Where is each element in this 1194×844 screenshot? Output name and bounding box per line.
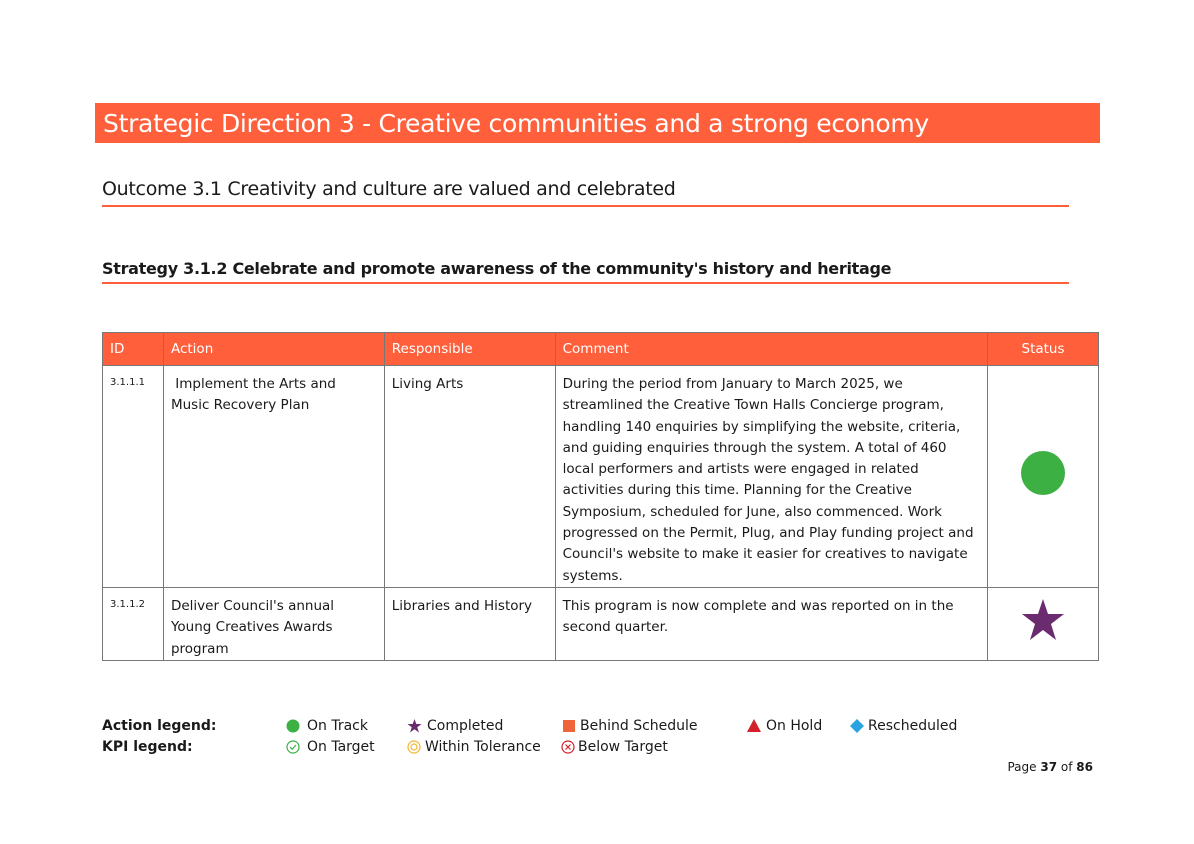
page-current: 37 bbox=[1040, 760, 1058, 774]
cell-responsible: Libraries and History bbox=[383, 586, 556, 661]
legend-item: On Target bbox=[307, 739, 375, 755]
cell-status bbox=[987, 365, 1099, 588]
rule bbox=[102, 282, 1069, 284]
cell-action: Implement the Arts and Music Recovery Pl… bbox=[162, 365, 385, 588]
column-header: Status bbox=[987, 332, 1099, 366]
page-word: Page bbox=[1007, 760, 1037, 774]
icon-behind-schedule bbox=[563, 720, 575, 732]
cell-id: 3.1.1.1 bbox=[102, 365, 164, 588]
legend-item: Below Target bbox=[578, 739, 668, 755]
legend-item: On Hold bbox=[766, 718, 823, 734]
icon-on-target bbox=[286, 740, 300, 754]
page-total: 86 bbox=[1076, 760, 1093, 774]
status-completed bbox=[1022, 599, 1065, 641]
table-row: 3.1.1.1 Implement the Arts and Music Rec… bbox=[102, 365, 1099, 588]
strategy-title: Strategy 3.1.2 Celebrate and promote awa… bbox=[102, 259, 892, 278]
column-header: Responsible bbox=[383, 332, 556, 366]
cell-action: Deliver Council's annual Young Creatives… bbox=[162, 586, 385, 661]
legend-item: On Track bbox=[307, 718, 368, 734]
cell-status bbox=[987, 586, 1099, 661]
icon-completed bbox=[407, 719, 422, 733]
table-row: 3.1.1.2 Deliver Council's annual Young C… bbox=[102, 586, 1099, 661]
actions-table: ID Action Responsible Comment Status 3.1… bbox=[102, 332, 1099, 661]
column-header: Comment bbox=[554, 332, 989, 366]
status-on-track bbox=[1021, 450, 1066, 495]
cell-id: 3.1.1.2 bbox=[102, 586, 164, 661]
rule bbox=[102, 205, 1069, 207]
page-of: of bbox=[1060, 760, 1073, 774]
header-row: ID Action Responsible Comment Status bbox=[102, 332, 1099, 366]
column-header: Action bbox=[162, 332, 385, 366]
icon-below-target bbox=[561, 740, 575, 754]
legend-label: KPI legend: bbox=[102, 739, 193, 755]
icon-rescheduled bbox=[850, 719, 864, 733]
outcome-title: Outcome 3.1 Creativity and culture are v… bbox=[102, 178, 676, 200]
cell-responsible: Living Arts bbox=[383, 365, 556, 588]
icon-on-track bbox=[286, 719, 300, 733]
cell-comment: This program is now complete and was rep… bbox=[554, 586, 989, 661]
legend-item: Behind Schedule bbox=[580, 718, 698, 734]
banner-title: Strategic Direction 3 - Creative communi… bbox=[95, 103, 1100, 143]
column-header: ID bbox=[102, 332, 164, 366]
legend-item: Completed bbox=[427, 718, 504, 734]
legend-item: Within Tolerance bbox=[425, 739, 541, 755]
legend-label: Action legend: bbox=[102, 718, 217, 734]
icon-within-tolerance bbox=[407, 740, 421, 754]
page-number: Page 37 of 86 bbox=[1007, 760, 1093, 774]
legend-item: Rescheduled bbox=[868, 718, 958, 734]
icon-on-hold bbox=[747, 719, 761, 732]
cell-comment: During the period from January to March … bbox=[554, 365, 989, 588]
